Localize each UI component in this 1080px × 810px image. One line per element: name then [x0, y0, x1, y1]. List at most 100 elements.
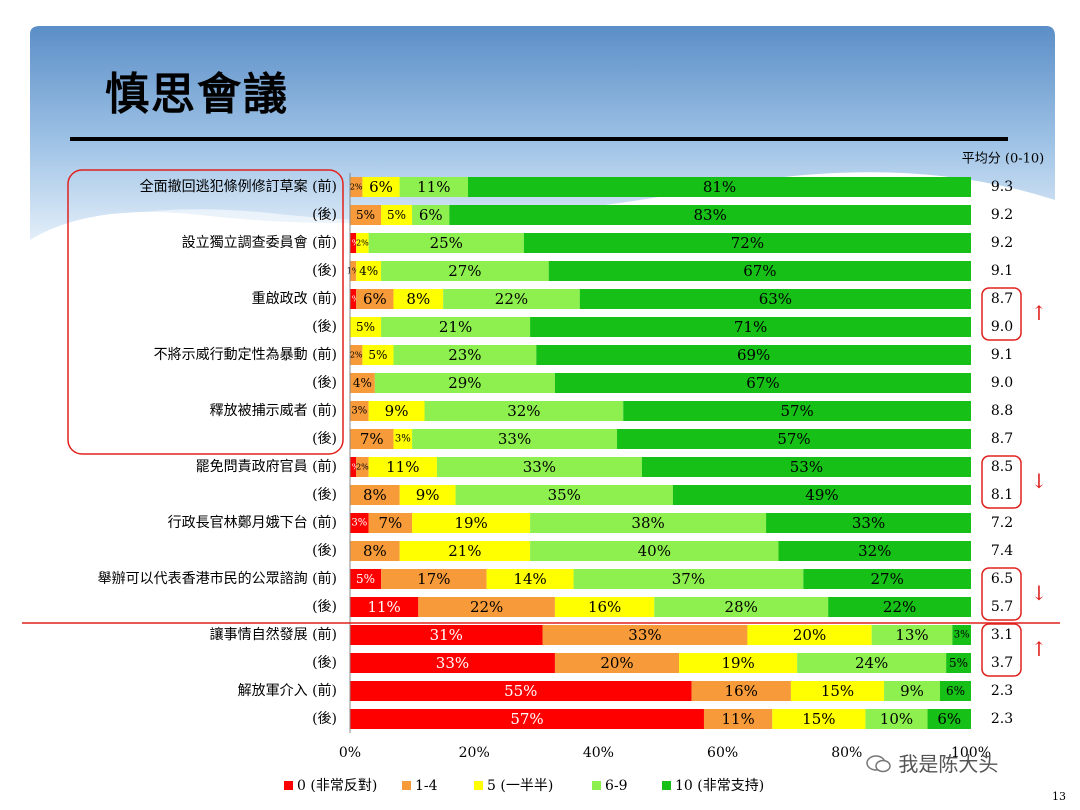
- data-label: 33%: [498, 430, 531, 448]
- category-label: 行政長官林鄭月娥下台 (前): [168, 514, 337, 531]
- slide-title: 慎思會議: [105, 69, 289, 120]
- data-label: 5%: [387, 208, 406, 222]
- bar-segment: [350, 541, 400, 561]
- x-tick-label: 20%: [459, 745, 490, 761]
- bar-segment: [952, 625, 971, 645]
- page-number: 13: [1052, 790, 1066, 803]
- data-label: 3%: [954, 630, 970, 641]
- bar-segment: [350, 457, 357, 477]
- bar-segment: [828, 597, 971, 617]
- bar-segment: [579, 289, 971, 309]
- avg-value: 8.5: [991, 459, 1013, 475]
- watermark: 我是陈大头: [866, 748, 998, 777]
- avg-value: 2.3: [991, 683, 1013, 699]
- data-label: 71%: [734, 318, 767, 336]
- avg-value: 9.1: [991, 347, 1013, 363]
- bar-segment: [399, 177, 468, 197]
- bar-segment: [368, 401, 425, 421]
- data-label: 5%: [949, 656, 968, 670]
- data-label: 19%: [454, 514, 487, 532]
- data-label: 57%: [780, 402, 813, 420]
- data-label: 2%: [350, 183, 363, 192]
- bar-segment: [803, 569, 971, 589]
- data-label: 17%: [417, 570, 450, 588]
- data-label: 49%: [805, 486, 838, 504]
- bar-segment: [871, 625, 953, 645]
- data-label: 7%: [360, 430, 384, 448]
- avg-value: 3.7: [991, 655, 1013, 671]
- data-label: 3%: [351, 406, 367, 417]
- bar-segment: [350, 261, 357, 281]
- bar-segment: [393, 289, 444, 309]
- avg-box: [981, 623, 1022, 677]
- legend-swatch: [284, 781, 293, 790]
- bar-segment: [350, 345, 363, 365]
- data-label: 16%: [725, 682, 758, 700]
- data-label: 15%: [821, 682, 854, 700]
- avg-value: 9.0: [991, 375, 1013, 391]
- data-label: 29%: [448, 374, 481, 392]
- data-label: 9%: [416, 486, 440, 504]
- data-label: 5%: [356, 208, 375, 222]
- data-label: 33%: [852, 514, 885, 532]
- category-label: (後): [312, 487, 337, 503]
- category-label: 舉辦可以代表香港市民的公眾諮詢 (前): [98, 570, 337, 587]
- category-label: 不將示威行動定性為暴動 (前): [154, 346, 337, 363]
- avg-value: 9.1: [991, 263, 1013, 279]
- group-box: [67, 169, 344, 455]
- avg-header: 平均分 (0-10): [962, 152, 1044, 167]
- bar-segment: [368, 233, 524, 253]
- data-label: 20%: [793, 626, 826, 644]
- data-label: 10%: [880, 710, 913, 728]
- category-label: 設立獨立調查委員會 (前): [182, 234, 337, 251]
- bar-segment: [703, 709, 773, 729]
- data-label: 11%: [721, 710, 754, 728]
- data-label: 6%: [419, 206, 443, 224]
- data-label: 57%: [777, 430, 810, 448]
- bar-segment: [536, 345, 971, 365]
- bar-segment: [350, 373, 375, 393]
- data-label: 7%: [378, 514, 402, 532]
- bar-segment: [654, 597, 829, 617]
- avg-value: 9.2: [991, 207, 1013, 223]
- data-label: 16%: [588, 598, 621, 616]
- data-label: 2%: [356, 463, 369, 472]
- bar-segment: [350, 401, 369, 421]
- data-label: 81%: [703, 178, 736, 196]
- category-label: (後): [312, 655, 337, 671]
- bar-segment: [623, 401, 971, 421]
- bar-segment: [356, 233, 369, 253]
- bar-segment: [436, 457, 642, 477]
- data-label: 5%: [356, 572, 375, 586]
- avg-value: 9.2: [991, 235, 1013, 251]
- title-rule: [70, 137, 1008, 141]
- bar-segment: [350, 513, 369, 533]
- data-label: 38%: [631, 514, 664, 532]
- data-label: 22%: [495, 290, 528, 308]
- data-label: 4%: [353, 376, 372, 390]
- bar-segment: [412, 513, 531, 533]
- data-label: 2%: [356, 239, 369, 248]
- bar-segment: [350, 233, 357, 253]
- data-label: 19%: [721, 654, 754, 672]
- category-label: 罷免問責政府官員 (前): [196, 458, 337, 475]
- bar-segment: [368, 513, 413, 533]
- bar-segment: [350, 625, 543, 645]
- change-arrow: ↓: [1031, 469, 1048, 493]
- bar-segment: [523, 233, 971, 253]
- data-label: 35%: [548, 486, 581, 504]
- bar-segment: [766, 513, 971, 533]
- bar-segment: [486, 569, 574, 589]
- data-label: 23%: [448, 346, 481, 364]
- bar-segment: [747, 625, 872, 645]
- x-tick-label: 80%: [831, 745, 862, 761]
- legend-swatch: [402, 781, 411, 790]
- x-tick-label: 100%: [951, 745, 991, 761]
- bar-segment: [865, 709, 928, 729]
- bar-segment: [617, 429, 971, 449]
- bar-segment: [554, 373, 971, 393]
- category-label: 讓事情自然發展 (前): [210, 626, 337, 643]
- legend-entry: 10 (非常支持): [675, 778, 764, 794]
- watermark-text: 我是陈大头: [898, 752, 999, 776]
